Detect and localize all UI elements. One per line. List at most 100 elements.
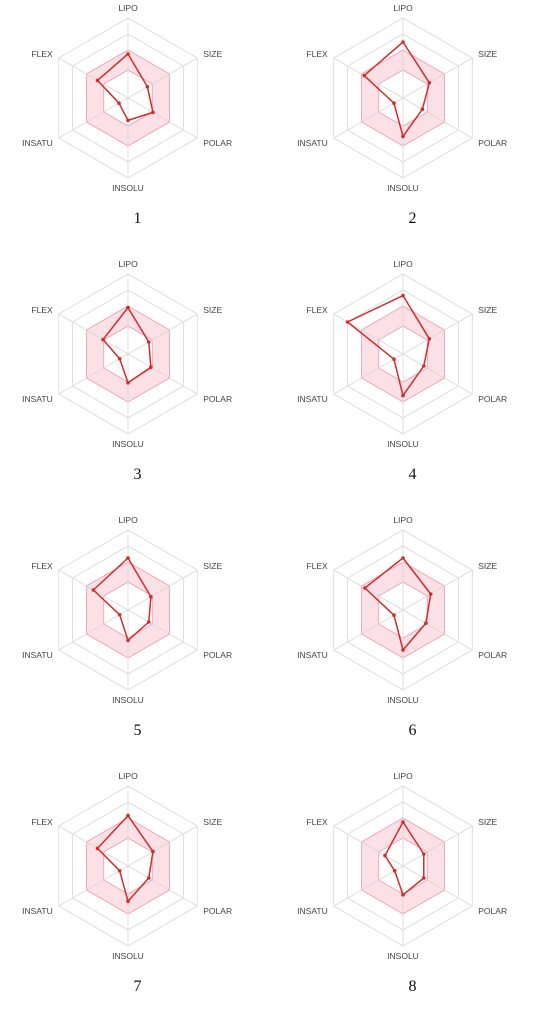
panel-number: 4	[408, 466, 417, 483]
data-point-insolu	[401, 648, 405, 652]
axis-spoke-polar	[127, 97, 198, 139]
radar-chart-5: LIPO SIZE POLAR INSOLU INSATU FLEX	[22, 515, 232, 705]
data-point-flex	[383, 853, 387, 858]
data-point-polar	[146, 620, 151, 624]
optimal-range-band	[86, 562, 170, 658]
data-point-flex	[101, 337, 105, 342]
axis-spoke-size	[127, 57, 198, 99]
axis-spoke-flex	[58, 825, 129, 867]
axis-spoke-flex	[333, 825, 404, 867]
radar-chart-4: LIPO SIZE POLAR INSOLU INSATU FLEX	[297, 259, 507, 449]
data-point-size	[428, 592, 433, 596]
data-point-polar	[420, 107, 425, 111]
axis-spoke-polar	[127, 865, 198, 907]
axis-label-insolu: INSOLU	[112, 951, 144, 961]
axis-spoke-polar	[127, 353, 198, 395]
axis-label-insolu: INSOLU	[387, 695, 419, 705]
data-point-insatu	[392, 101, 396, 105]
panel-number: 2	[408, 210, 417, 227]
axis-spoke-insatu	[58, 97, 129, 139]
optimal-range-band	[86, 306, 170, 402]
axis-label-flex: FLEX	[31, 561, 53, 571]
axis-label-insolu: INSOLU	[387, 439, 419, 449]
data-point-flex	[345, 320, 350, 324]
optimal-range-band	[86, 818, 170, 914]
axis-spoke-flex	[58, 313, 129, 355]
axis-spoke-size	[402, 57, 473, 99]
axis-spoke-polar	[402, 865, 473, 907]
data-point-flex	[362, 73, 366, 78]
radar-chart-1: LIPO SIZE POLAR INSOLU INSATU FLEX	[22, 3, 232, 193]
axis-label-size: SIZE	[203, 49, 222, 59]
radar-panel-3: LIPO SIZE POLAR INSOLU INSATU FLEX 3	[0, 256, 275, 512]
radar-chart-3: LIPO SIZE POLAR INSOLU INSATU FLEX	[22, 259, 232, 449]
data-point-size	[427, 337, 432, 341]
axis-label-insatu: INSATU	[297, 906, 328, 916]
data-point-polar	[151, 110, 155, 115]
axis-label-insolu: INSOLU	[387, 951, 419, 961]
data-point-lipo	[401, 293, 405, 298]
axis-spoke-size	[402, 569, 473, 611]
data-point-flex	[363, 586, 367, 590]
data-point-insatu	[117, 869, 122, 873]
data-point-lipo	[126, 305, 130, 310]
data-point-size	[146, 340, 151, 344]
data-point-lipo	[401, 40, 405, 44]
axis-label-flex: FLEX	[306, 49, 328, 59]
axis-label-lipo: LIPO	[393, 771, 413, 781]
axis-label-insatu: INSATU	[22, 138, 53, 148]
radar-panel-5: LIPO SIZE POLAR INSOLU INSATU FLEX 5	[0, 512, 275, 768]
data-point-size	[151, 849, 155, 854]
axis-spoke-insatu	[333, 865, 404, 907]
axis-label-insolu: INSOLU	[112, 439, 144, 449]
axis-label-insatu: INSATU	[297, 650, 328, 660]
radar-panel-8: LIPO SIZE POLAR INSOLU INSATU FLEX 8	[275, 768, 550, 1024]
data-point-insatu	[117, 613, 122, 617]
axis-label-flex: FLEX	[31, 49, 53, 59]
axis-label-polar: POLAR	[478, 138, 507, 148]
data-point-lipo	[401, 556, 405, 560]
axis-spoke-flex	[333, 313, 404, 355]
axis-label-flex: FLEX	[306, 817, 328, 827]
axis-label-size: SIZE	[203, 817, 222, 827]
axis-label-polar: POLAR	[478, 906, 507, 916]
axis-spoke-insatu	[333, 97, 404, 139]
axis-spoke-polar	[127, 609, 198, 651]
data-point-polar	[421, 364, 426, 368]
data-point-flex	[95, 78, 100, 83]
axis-spoke-insatu	[333, 609, 404, 651]
data-point-flex	[95, 846, 100, 851]
radar-panel-1: LIPO SIZE POLAR INSOLU INSATU FLEX 1	[0, 0, 275, 256]
axis-label-insatu: INSATU	[22, 906, 53, 916]
data-point-insolu	[126, 899, 130, 903]
data-point-polar	[424, 621, 428, 625]
data-point-insatu	[117, 357, 122, 361]
axis-label-insatu: INSATU	[297, 394, 328, 404]
axis-spoke-size	[127, 313, 198, 355]
panel-number: 7	[133, 978, 142, 995]
axis-label-polar: POLAR	[203, 138, 232, 148]
axis-label-polar: POLAR	[478, 650, 507, 660]
radar-chart-2: LIPO SIZE POLAR INSOLU INSATU FLEX	[297, 3, 507, 193]
axis-label-polar: POLAR	[203, 650, 232, 660]
panel-number: 1	[133, 210, 142, 227]
axis-label-lipo: LIPO	[393, 515, 413, 525]
radar-panel-7: LIPO SIZE POLAR INSOLU INSATU FLEX 7	[0, 768, 275, 1024]
data-point-size	[149, 595, 153, 599]
axis-label-flex: FLEX	[306, 305, 328, 315]
radar-chart-7: LIPO SIZE POLAR INSOLU INSATU FLEX	[22, 771, 232, 961]
radar-panel-2: LIPO SIZE POLAR INSOLU INSATU FLEX 2	[275, 0, 550, 256]
radar-chart-6: LIPO SIZE POLAR INSOLU INSATU FLEX	[297, 515, 507, 705]
axis-label-lipo: LIPO	[118, 515, 138, 525]
panel-number: 5	[133, 722, 142, 739]
data-point-insatu	[117, 101, 121, 105]
data-point-size	[421, 852, 426, 856]
data-point-polar	[421, 876, 426, 880]
axis-label-lipo: LIPO	[393, 3, 413, 13]
optimal-range-band	[361, 818, 445, 914]
axis-spoke-flex	[333, 569, 404, 611]
data-point-insolu	[401, 393, 405, 398]
axis-spoke-size	[402, 313, 473, 355]
axis-label-polar: POLAR	[203, 394, 232, 404]
data-point-insolu	[126, 381, 130, 385]
